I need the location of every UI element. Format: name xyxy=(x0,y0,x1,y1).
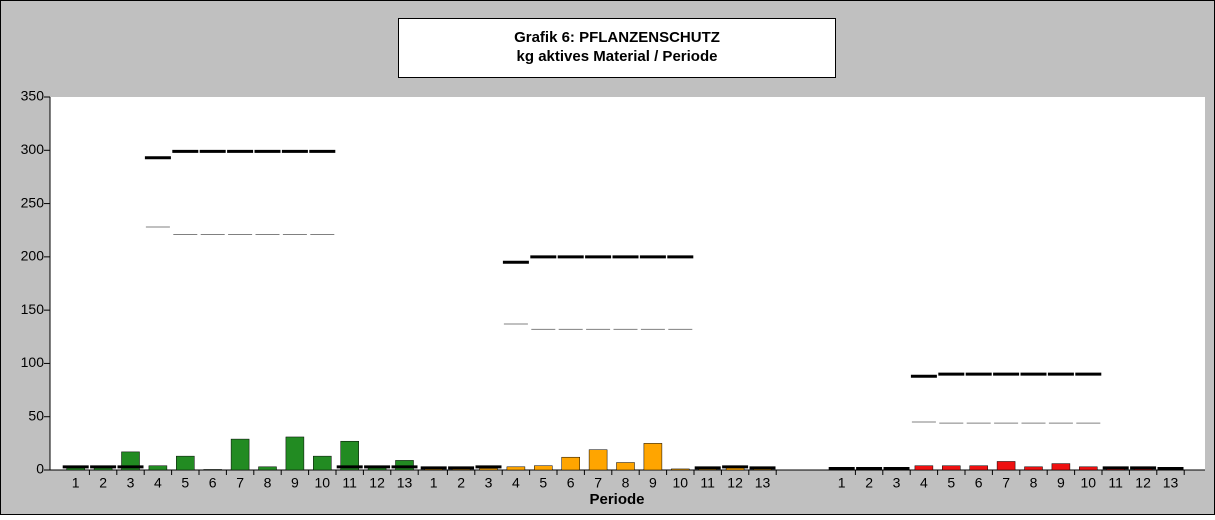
y-tick-label: 150 xyxy=(21,301,45,317)
bar xyxy=(506,466,526,471)
x-tick-label: 2 xyxy=(457,475,465,491)
chart-subtitle: kg aktives Material / Periode xyxy=(517,48,718,65)
x-tick-label: 13 xyxy=(1163,475,1179,491)
bar xyxy=(1079,466,1098,471)
x-tick-label: 2 xyxy=(99,475,107,491)
x-tick-label: 5 xyxy=(181,475,189,491)
y-tick-label: 250 xyxy=(21,194,45,210)
x-tick-label: 11 xyxy=(1108,475,1123,491)
bar xyxy=(671,468,690,471)
x-tick-label: 7 xyxy=(594,475,602,491)
x-tick-label: 4 xyxy=(512,475,520,491)
x-tick-label: 9 xyxy=(291,475,299,491)
bar xyxy=(340,440,359,471)
x-tick-label: 12 xyxy=(369,475,385,491)
bar xyxy=(1051,463,1071,471)
bar xyxy=(969,465,988,471)
bar xyxy=(203,469,222,471)
x-tick-label: 3 xyxy=(893,475,901,491)
bar xyxy=(313,455,332,471)
y-tick-label: 0 xyxy=(36,461,44,477)
x-tick-label: 5 xyxy=(539,475,547,491)
x-tick-label: 4 xyxy=(154,475,162,491)
x-tick-label: 1 xyxy=(838,475,846,491)
x-tick-label: 9 xyxy=(649,475,657,491)
x-tick-label: 12 xyxy=(1135,475,1151,491)
bar xyxy=(643,443,663,471)
bar xyxy=(914,465,934,471)
x-tick-label: 10 xyxy=(673,475,689,491)
bar xyxy=(258,466,277,471)
title-box xyxy=(398,18,836,78)
x-tick-label: 3 xyxy=(485,475,493,491)
x-tick-label: 12 xyxy=(727,475,743,491)
x-tick-label: 8 xyxy=(264,475,272,491)
y-tick-label: 300 xyxy=(21,141,45,157)
y-tick-label: 50 xyxy=(28,407,44,423)
chart-title: Grafik 6: PFLANZENSCHUTZ xyxy=(514,29,720,46)
bar xyxy=(616,462,635,471)
bar xyxy=(148,465,168,471)
bar xyxy=(561,456,580,471)
x-tick-label: 9 xyxy=(1057,475,1065,491)
bar xyxy=(395,460,414,471)
x-tick-label: 3 xyxy=(127,475,135,491)
y-tick-label: 200 xyxy=(21,248,45,264)
bar xyxy=(479,468,498,471)
x-tick-label: 6 xyxy=(209,475,217,491)
x-tick-label: 8 xyxy=(622,475,630,491)
x-tick-label: 10 xyxy=(1081,475,1097,491)
x-tick-label: 11 xyxy=(342,475,357,491)
bar xyxy=(176,455,195,471)
x-tick-label: 10 xyxy=(315,475,331,491)
x-tick-label: 4 xyxy=(920,475,928,491)
y-tick-label: 100 xyxy=(21,354,45,370)
x-tick-label: 1 xyxy=(430,475,438,491)
x-tick-label: 11 xyxy=(700,475,715,491)
x-tick-label: 6 xyxy=(567,475,575,491)
x-tick-label: 2 xyxy=(865,475,873,491)
bar xyxy=(588,449,608,471)
x-tick-label: 5 xyxy=(947,475,955,491)
y-tick-label: 350 xyxy=(21,88,45,104)
x-tick-label: 1 xyxy=(72,475,80,491)
x-tick-label: 13 xyxy=(755,475,771,491)
bar xyxy=(996,461,1016,471)
x-axis-label: Periode xyxy=(589,491,644,508)
x-tick-label: 8 xyxy=(1030,475,1038,491)
bar xyxy=(1024,466,1043,471)
x-tick-label: 7 xyxy=(236,475,244,491)
bar xyxy=(942,465,961,471)
bar xyxy=(285,436,305,471)
x-tick-label: 6 xyxy=(975,475,983,491)
bar xyxy=(230,438,250,471)
x-tick-label: 13 xyxy=(397,475,413,491)
plot-area xyxy=(50,97,1205,470)
x-tick-label: 7 xyxy=(1002,475,1010,491)
bar xyxy=(534,465,553,471)
